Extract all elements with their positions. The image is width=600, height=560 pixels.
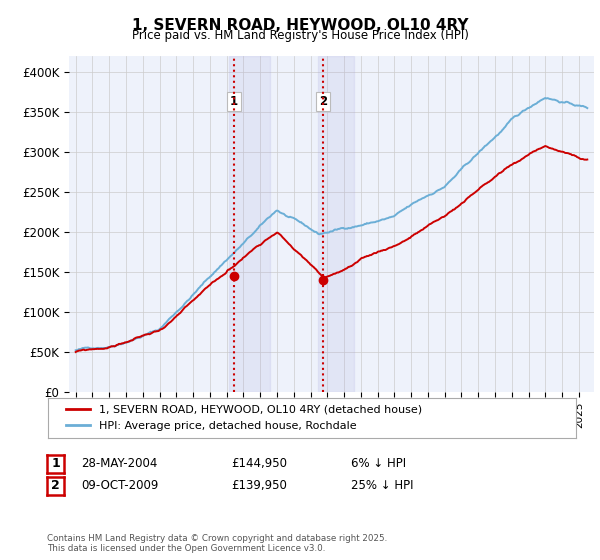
Text: 25% ↓ HPI: 25% ↓ HPI [351,479,413,492]
Text: 28-MAY-2004: 28-MAY-2004 [81,457,157,470]
Text: 1: 1 [229,95,238,108]
Text: 2: 2 [52,479,60,492]
Text: 09-OCT-2009: 09-OCT-2009 [81,479,158,492]
Text: £139,950: £139,950 [231,479,287,492]
Text: 2: 2 [319,95,328,108]
Bar [229,56,271,392]
Legend: 1, SEVERN ROAD, HEYWOOD, OL10 4RY (detached house), HPI: Average price, detached: 1, SEVERN ROAD, HEYWOOD, OL10 4RY (detac… [59,398,428,438]
Text: 1: 1 [52,458,60,470]
Text: Contains HM Land Registry data © Crown copyright and database right 2025.
This d: Contains HM Land Registry data © Crown c… [47,534,388,553]
Text: £144,950: £144,950 [231,457,287,470]
Text: 6% ↓ HPI: 6% ↓ HPI [351,457,406,470]
Bar [319,56,353,392]
Text: 1, SEVERN ROAD, HEYWOOD, OL10 4RY: 1, SEVERN ROAD, HEYWOOD, OL10 4RY [132,18,468,33]
Text: Price paid vs. HM Land Registry's House Price Index (HPI): Price paid vs. HM Land Registry's House … [131,29,469,42]
